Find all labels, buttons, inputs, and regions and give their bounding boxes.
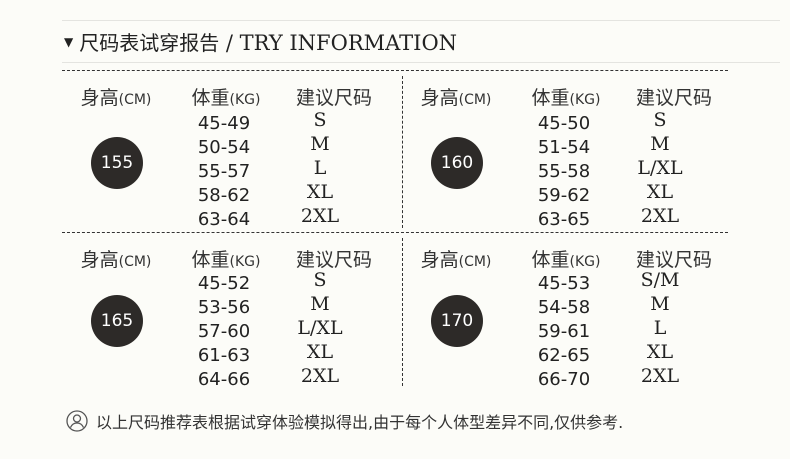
- weight-unit: (KG): [229, 254, 261, 270]
- recommended-size: 2XL: [640, 365, 680, 387]
- height-header: 身高(CM): [81, 245, 152, 272]
- weight-range: 45-52: [197, 273, 251, 294]
- vertical-dashed-line-top: [402, 76, 403, 228]
- weight-label: 体重: [191, 87, 230, 109]
- weight-range: 59-61: [537, 321, 591, 342]
- recommended-size: XL: [306, 341, 334, 363]
- size-block-155: 身高(CM) 体重(KG) 建议尺码 155 45-49 S 50-54 M 55-5…: [62, 83, 402, 243]
- height-unit: (CM): [118, 254, 152, 270]
- weight-label: 体重: [531, 87, 570, 109]
- recommended-size: M: [650, 133, 670, 155]
- size-block-165: 身高(CM) 体重(KG) 建议尺码 165 45-52 S 53-56 M 57-6…: [62, 245, 402, 405]
- user-circle-icon: [66, 410, 88, 432]
- vertical-dashed-line-bottom: [402, 238, 403, 386]
- recommended-size: L/XL: [297, 317, 343, 339]
- weight-range: 61-63: [197, 345, 251, 366]
- height-label: 身高: [420, 87, 459, 109]
- recommended-size: L: [653, 317, 667, 339]
- recommended-size: S/M: [640, 269, 680, 291]
- recommended-size: XL: [306, 181, 334, 203]
- recommended-size: 2XL: [300, 365, 340, 387]
- recommended-size: M: [650, 293, 670, 315]
- height-header: 身高(CM): [81, 83, 152, 110]
- recommended-size: XL: [646, 181, 674, 203]
- weight-range: 62-65: [537, 345, 591, 366]
- height-badge: 170: [431, 295, 483, 347]
- table-middle-dashed-line: [62, 232, 728, 233]
- table-top-dashed-line: [62, 70, 728, 71]
- size-header: 建议尺码: [635, 87, 713, 109]
- weight-range: 55-57: [197, 161, 251, 182]
- weight-unit: (KG): [569, 92, 601, 108]
- recommended-size: S: [313, 269, 327, 291]
- title-english: / TRY INFORMATION: [219, 31, 458, 55]
- weight-label: 体重: [191, 249, 230, 271]
- recommended-size: L/XL: [637, 157, 683, 179]
- height-label: 身高: [80, 87, 119, 109]
- weight-unit: (KG): [569, 254, 601, 270]
- disclaimer-text: 以上尺码推荐表根据试穿体验模拟得出,由于每个人体型差异不同,仅供参考.: [96, 413, 624, 432]
- weight-unit: (KG): [229, 92, 261, 108]
- height-badge: 165: [91, 295, 143, 347]
- recommended-size: 2XL: [300, 205, 340, 227]
- recommended-size: XL: [646, 341, 674, 363]
- weight-range: 63-64: [197, 209, 251, 230]
- weight-label: 体重: [531, 249, 570, 271]
- weight-range: 51-54: [537, 137, 591, 158]
- title-chinese: 尺码表试穿报告: [79, 31, 220, 55]
- height-unit: (CM): [118, 92, 152, 108]
- triangle-down-icon: ▼: [64, 35, 74, 49]
- size-header: 建议尺码: [295, 87, 373, 109]
- recommended-size: S: [313, 109, 327, 131]
- size-block-170: 身高(CM) 体重(KG) 建议尺码 170 45-53 S/M 54-58 M 59…: [410, 245, 750, 405]
- weight-range: 64-66: [197, 369, 251, 390]
- weight-range: 55-58: [537, 161, 591, 182]
- title-divider: [62, 62, 780, 63]
- weight-header: 体重(KG): [192, 245, 261, 272]
- weight-header: 体重(KG): [532, 245, 601, 272]
- weight-range: 59-62: [537, 185, 591, 206]
- size-header: 建议尺码: [295, 249, 373, 271]
- height-header: 身高(CM): [421, 83, 492, 110]
- weight-range: 58-62: [197, 185, 251, 206]
- weight-range: 45-53: [537, 273, 591, 294]
- recommended-size: L: [313, 157, 327, 179]
- height-header: 身高(CM): [421, 245, 492, 272]
- height-badge: 160: [431, 137, 483, 189]
- weight-header: 体重(KG): [532, 83, 601, 110]
- recommended-size: M: [310, 133, 330, 155]
- page-title: ▼ 尺码表试穿报告 / TRY INFORMATION: [64, 27, 457, 56]
- size-block-160: 身高(CM) 体重(KG) 建议尺码 160 45-50 S 51-54 M 55-5…: [410, 83, 750, 243]
- weight-header: 体重(KG): [192, 83, 261, 110]
- weight-range: 63-65: [537, 209, 591, 230]
- height-label: 身高: [420, 249, 459, 271]
- weight-range: 54-58: [537, 297, 591, 318]
- height-label: 身高: [80, 249, 119, 271]
- recommended-size: S: [653, 109, 667, 131]
- top-divider: [62, 20, 780, 21]
- weight-range: 66-70: [537, 369, 591, 390]
- height-badge: 155: [91, 137, 143, 189]
- weight-range: 45-50: [537, 113, 591, 134]
- size-header: 建议尺码: [635, 249, 713, 271]
- height-unit: (CM): [458, 254, 492, 270]
- weight-range: 45-49: [197, 113, 251, 134]
- weight-range: 53-56: [197, 297, 251, 318]
- recommended-size: M: [310, 293, 330, 315]
- weight-range: 57-60: [197, 321, 251, 342]
- weight-range: 50-54: [197, 137, 251, 158]
- recommended-size: 2XL: [640, 205, 680, 227]
- height-unit: (CM): [458, 92, 492, 108]
- disclaimer-note: 以上尺码推荐表根据试穿体验模拟得出,由于每个人体型差异不同,仅供参考.: [66, 409, 623, 433]
